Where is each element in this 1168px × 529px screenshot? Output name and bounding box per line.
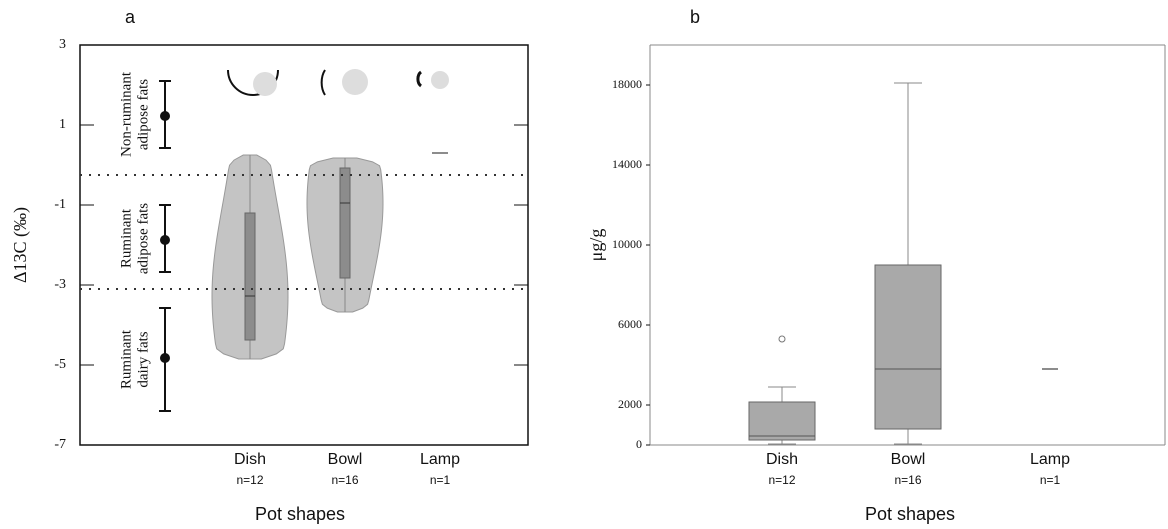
y-tick-label: -1 — [54, 197, 66, 212]
y-tick-label: 6000 — [618, 317, 642, 331]
x-tick-label: Bowl — [328, 451, 363, 468]
iqr-box — [339, 167, 351, 279]
range-label: Non-ruminant — [118, 71, 134, 157]
range-mean — [160, 353, 170, 363]
x-tick-label: Dish — [234, 451, 266, 468]
x-axis-label: Pot shapes — [865, 504, 955, 524]
y-tick-label: 1 — [59, 117, 66, 132]
x-tick-label: Dish — [766, 451, 798, 468]
y-tick-label: 10000 — [612, 237, 642, 251]
range-label: Ruminant — [118, 208, 134, 268]
outlier — [778, 335, 786, 343]
x-tick-label: Lamp — [1030, 451, 1070, 468]
n-label: n=16 — [894, 473, 921, 487]
range-label: Ruminant — [118, 329, 134, 389]
y-tick-label: 2000 — [618, 397, 642, 411]
range-label: dairy fats — [135, 331, 151, 387]
range-mean — [160, 235, 170, 245]
y-tick-label: -3 — [54, 277, 66, 292]
x-tick-label: Lamp — [420, 451, 460, 468]
y-axis-label: Δ13C (‰) — [10, 207, 31, 283]
iqr-box — [244, 212, 256, 341]
panel-label: b — [690, 7, 700, 27]
y-tick-label: 14000 — [612, 157, 642, 171]
range-label: adipose fats — [135, 79, 151, 150]
box — [874, 264, 942, 430]
n-label: n=12 — [236, 473, 263, 487]
n-label: n=16 — [331, 473, 358, 487]
panel-label: a — [125, 7, 136, 27]
y-tick-label: 0 — [636, 437, 642, 451]
plot-frame — [79, 44, 529, 446]
y-tick-label: -5 — [54, 357, 66, 372]
x-tick-label: Bowl — [891, 451, 926, 468]
y-tick-label: 18000 — [612, 77, 642, 91]
x-axis-label: Pot shapes — [255, 504, 345, 524]
box — [748, 401, 816, 441]
n-label: n=1 — [430, 473, 451, 487]
y-tick-label: -7 — [54, 437, 66, 452]
range-label: adipose fats — [135, 203, 151, 274]
range-mean — [160, 111, 170, 121]
pot-icons — [227, 69, 449, 96]
n-label: n=1 — [1040, 473, 1061, 487]
y-tick-label: 3 — [59, 37, 66, 52]
n-label: n=12 — [768, 473, 795, 487]
y-axis-label: μg/g — [586, 229, 606, 262]
